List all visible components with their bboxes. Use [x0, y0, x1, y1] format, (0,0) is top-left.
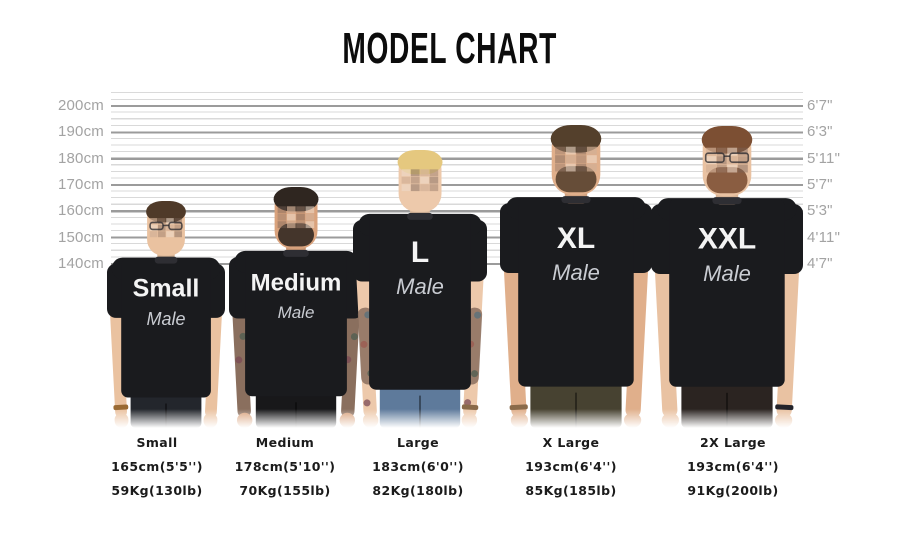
- spec-height: 178cm(5'10''): [234, 459, 336, 474]
- cm-tick-label: 160cm: [57, 202, 104, 220]
- feet-tick-label: 4'7": [807, 254, 833, 272]
- spec-weight: 59Kg(130lb): [111, 483, 203, 498]
- spec-name: Small: [136, 435, 178, 450]
- spec-weight: 85Kg(185lb): [525, 483, 617, 498]
- page-title: MODEL CHART: [0, 24, 900, 74]
- model-large: L Male: [353, 150, 487, 428]
- page-title-text: MODEL CHART: [342, 24, 558, 73]
- spec-column-xxl: 2X Large 193cm(6'4'') 91Kg(200lb): [687, 435, 779, 507]
- spec-height: 193cm(6'4''): [525, 459, 617, 474]
- spec-weight: 91Kg(200lb): [687, 483, 779, 498]
- model-small: Small Male: [107, 201, 225, 428]
- feet-tick-label: 5'3": [807, 202, 833, 220]
- shirt-gender-label: Male: [146, 309, 185, 329]
- cm-tick-label: 190cm: [57, 123, 104, 141]
- cm-tick-label: 200cm: [57, 97, 104, 114]
- model-xl: XL Male: [500, 125, 652, 428]
- ruler-minor-line: [111, 99, 803, 100]
- ruler-minor-line: [111, 92, 803, 93]
- spec-name: Large: [396, 435, 439, 450]
- feet-tick-label: 5'11": [807, 149, 841, 167]
- shirt-gender-label: Male: [396, 274, 444, 299]
- spec-height: 193cm(6'4''): [687, 459, 779, 474]
- spec-column-small: Small 165cm(5'5'') 59Kg(130lb): [111, 435, 203, 507]
- shirt-size-label: Medium: [251, 269, 342, 296]
- model-xxl: XXL Male: [651, 126, 803, 428]
- shirt-size-label: Small: [133, 274, 200, 302]
- spec-weight: 70Kg(155lb): [239, 483, 331, 498]
- spec-weight: 82Kg(180lb): [372, 483, 464, 498]
- shirt-gender-label: Male: [703, 261, 751, 286]
- cm-tick-label: 180cm: [57, 149, 104, 167]
- cm-tick-label: 150cm: [57, 228, 104, 246]
- shirt-gender-label: Male: [552, 260, 600, 285]
- feet-tick-label: 4'11": [807, 228, 841, 246]
- spec-name: Medium: [255, 435, 315, 450]
- cm-tick-label: 140cm: [57, 254, 104, 272]
- shirt-size-label: L: [411, 236, 429, 269]
- model-medium: Medium Male: [229, 187, 363, 428]
- spec-column-xl: X Large 193cm(6'4'') 85Kg(185lb): [525, 435, 617, 507]
- feet-tick-label: 5'7": [807, 175, 833, 193]
- spec-column-large: Large 183cm(6'0'') 82Kg(180lb): [372, 435, 464, 507]
- bottom-fade: [0, 409, 900, 430]
- spec-height: 183cm(6'0''): [372, 459, 464, 474]
- spec-height: 165cm(5'5''): [111, 459, 203, 474]
- spec-name: X Large: [542, 435, 600, 450]
- shirt-size-label: XL: [557, 222, 595, 255]
- spec-column-medium: Medium 178cm(5'10'') 70Kg(155lb): [235, 435, 336, 507]
- feet-tick-label: 6'3": [807, 123, 833, 141]
- spec-name: 2X Large: [700, 435, 766, 450]
- feet-tick-label: 6'7": [807, 97, 833, 114]
- cm-tick-label: 170cm: [57, 175, 104, 193]
- shirt-gender-label: Male: [278, 303, 315, 322]
- shirt-size-label: XXL: [698, 223, 756, 256]
